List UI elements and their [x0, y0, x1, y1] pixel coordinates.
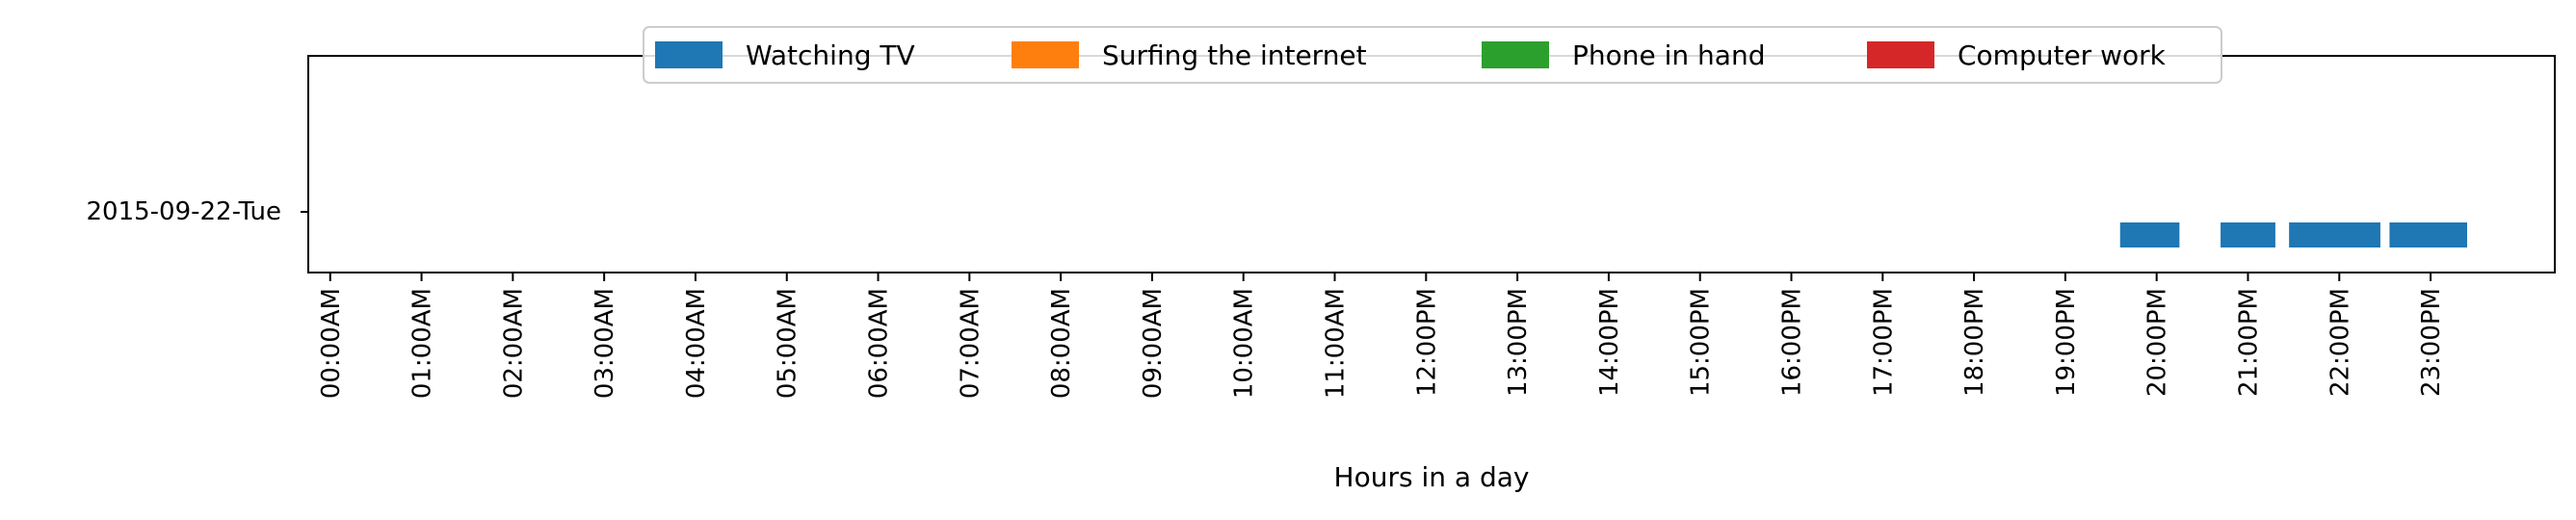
legend-label: Surfing the internet — [1102, 39, 1367, 71]
bars-layer — [2119, 222, 2467, 247]
x-tick-label: 19:00PM — [2052, 288, 2081, 397]
x-tick-label: 07:00AM — [956, 288, 985, 399]
x-tick-label: 04:00AM — [682, 288, 711, 399]
x-tick-label: 06:00AM — [865, 288, 894, 399]
x-tick-label: 13:00PM — [1504, 288, 1533, 397]
legend: Watching TV Surfing the internet Phone in … — [643, 26, 2222, 84]
x-tick-label: 16:00PM — [1777, 288, 1806, 397]
x-tick-label: 08:00AM — [1047, 288, 1076, 399]
legend-label: Computer work — [1958, 39, 2167, 71]
x-tick-label: 00:00AM — [317, 288, 346, 399]
x-tick-label: 10:00AM — [1230, 288, 1259, 399]
bar-interval — [2221, 222, 2275, 247]
y-tick-label: 2015-09-22-Tue — [86, 197, 281, 226]
bar-interval — [2289, 222, 2380, 247]
x-tick-label: 17:00PM — [1869, 288, 1898, 397]
x-tick-label: 20:00PM — [2143, 288, 2172, 397]
legend-swatch — [1482, 41, 1549, 68]
x-axis: 00:00AM 01:00AM 02:00AM 03:00AM 04:00AM 05:00… — [317, 273, 2446, 399]
x-tick-label: 12:00PM — [1412, 288, 1441, 397]
x-tick-label: 05:00AM — [774, 288, 802, 399]
x-tick-label: 14:00PM — [1595, 288, 1624, 397]
x-tick-label: 22:00PM — [2326, 288, 2354, 397]
legend-swatch — [1012, 41, 1079, 68]
x-tick-label: 03:00AM — [591, 288, 619, 399]
legend-swatch — [1867, 41, 1934, 68]
legend-swatch — [655, 41, 723, 68]
x-tick-label: 02:00AM — [499, 288, 528, 399]
plot-frame — [307, 55, 2556, 273]
x-tick-label: 15:00PM — [1687, 288, 1716, 397]
x-tick-label: 01:00AM — [408, 288, 437, 399]
legend-label: Phone in hand — [1572, 39, 1765, 71]
bar-interval — [2389, 222, 2467, 247]
x-tick-label: 23:00PM — [2417, 288, 2446, 397]
legend-label: Watching TV — [746, 39, 915, 71]
x-tick-label: 11:00AM — [1322, 288, 1351, 399]
x-tick-label: 09:00AM — [1139, 288, 1168, 399]
x-axis-label: Hours in a day — [1334, 461, 1530, 493]
x-tick-label: 18:00PM — [1960, 288, 1989, 397]
legend-box — [643, 26, 2222, 84]
x-tick-label: 21:00PM — [2234, 288, 2263, 397]
bar-interval — [2119, 222, 2180, 247]
